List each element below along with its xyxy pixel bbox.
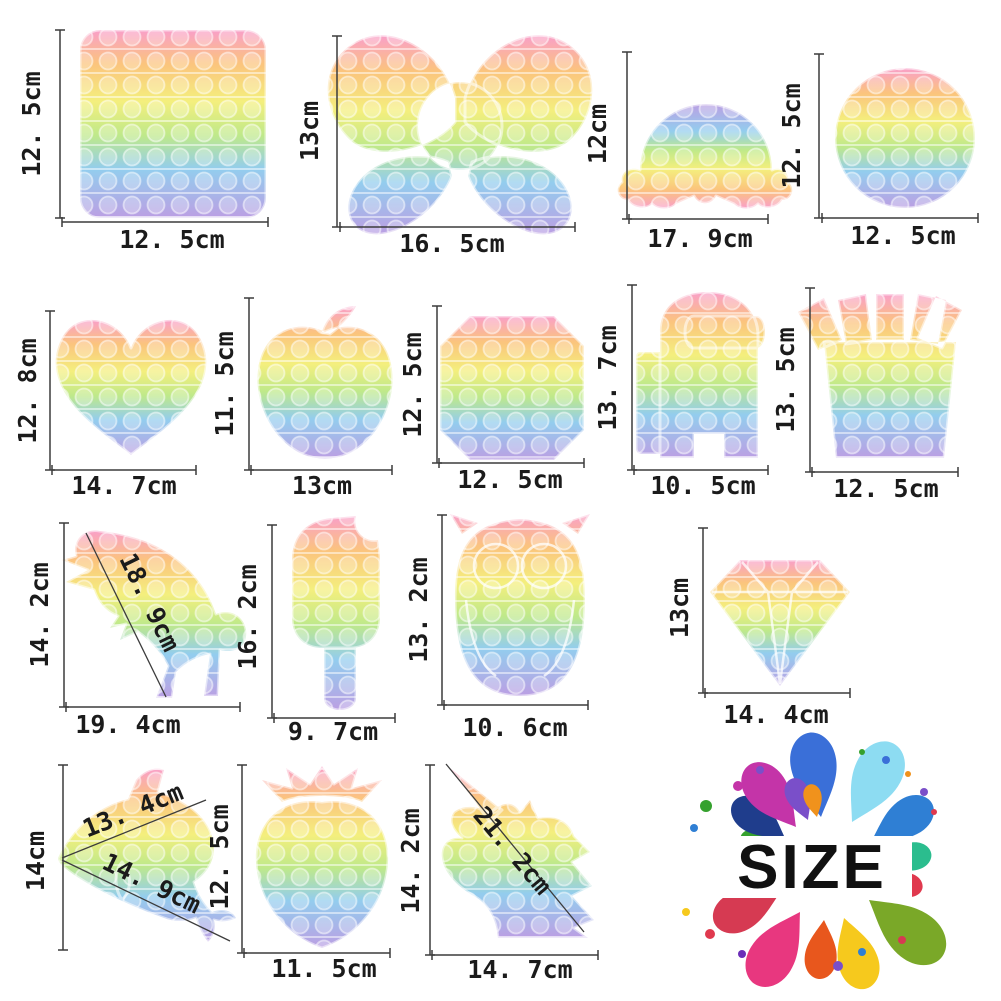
measure-dinosaur-diagonal	[85, 532, 167, 698]
label-apple-width: 13cm	[292, 471, 352, 500]
measure-crewmate-h	[633, 465, 769, 475]
label-unicorn-height: 14. 2cm	[396, 808, 425, 913]
label-heart-height: 12. 8cm	[13, 338, 42, 443]
crewmate-popit-shape-bubbles	[636, 292, 765, 458]
label-square-width: 12. 5cm	[119, 225, 224, 254]
measure-apple-h	[250, 465, 393, 475]
label-heart-width: 14. 7cm	[71, 471, 176, 500]
label-rainbow-width: 17. 9cm	[647, 224, 752, 253]
measure-square-h	[61, 217, 269, 227]
measure-diamond-h	[704, 688, 851, 698]
measure-rainbow-h	[628, 214, 769, 224]
measure-octagon-h	[438, 458, 585, 468]
measure-heart-h	[51, 465, 197, 475]
measure-owl-h	[443, 700, 589, 710]
strawberry-popit-shape-bubbles	[255, 766, 389, 948]
label-apple-height: 11. 5cm	[210, 331, 239, 436]
label-fries-height: 13. 5cm	[771, 327, 800, 432]
bow-popit-shape-bubbles	[327, 35, 593, 235]
label-octagon-width: 12. 5cm	[457, 465, 562, 494]
label-bow-width: 16. 5cm	[399, 229, 504, 258]
label-popsicle-width: 9. 7cm	[288, 717, 378, 746]
measure-popsicle-h	[273, 713, 396, 723]
measure-fries-h	[811, 467, 959, 477]
label-circle-width: 12. 5cm	[850, 221, 955, 250]
diamond-popit-shape-bubbles	[710, 560, 850, 686]
label-fries-width: 12. 5cm	[833, 474, 938, 503]
label-square-height: 12. 5cm	[17, 71, 46, 176]
measure-dolphin-diagonal-bottom	[61, 859, 231, 942]
octagon-popit-shape-bubbles	[440, 316, 584, 460]
measure-unicorn-v	[425, 764, 435, 956]
circle-popit-shape-bubbles	[835, 68, 975, 208]
measure-circle-h	[821, 213, 979, 223]
label-octagon-height: 12. 5cm	[398, 332, 427, 437]
dinosaur-popit-shape-bubbles	[62, 530, 247, 698]
measure-diamond-v	[698, 527, 708, 694]
label-crewmate-height: 13. 7cm	[593, 325, 622, 430]
measure-dinosaur-v	[59, 522, 69, 708]
label-crewmate-width: 10. 5cm	[650, 471, 755, 500]
label-diamond-width: 14. 4cm	[723, 700, 828, 729]
measure-apple-v	[244, 297, 254, 471]
toy-detail-lines	[464, 542, 848, 685]
measure-circle-v	[814, 53, 824, 219]
size-logo: SIZE	[682, 732, 947, 990]
label-dinosaur-height: 14. 2cm	[25, 562, 54, 667]
fries-popit-shape-bubbles	[798, 294, 962, 458]
label-unicorn-width: 14. 7cm	[467, 955, 572, 984]
label-diamond-height: 13cm	[665, 578, 694, 638]
logo-white-band	[712, 836, 912, 898]
measure-dinosaur-h	[65, 702, 241, 712]
label-dinosaur-width: 19. 4cm	[75, 710, 180, 739]
square-popit-shape-bubbles	[80, 30, 266, 218]
owl-popit-shape-bubbles	[450, 514, 590, 696]
apple-popit-shape-bubbles	[257, 306, 393, 459]
measure-popsicle-v	[267, 524, 277, 719]
measure-square-v	[55, 29, 65, 219]
popsicle-popit-shape-bubbles	[292, 516, 380, 710]
unicorn-popit-shape-bubbles	[441, 768, 594, 938]
label-owl-height: 13. 2cm	[404, 557, 433, 662]
measurement-lines	[45, 29, 979, 960]
label-strawberry-width: 11. 5cm	[271, 954, 376, 983]
label-strawberry-height: 12. 5cm	[205, 804, 234, 909]
label-bow-height: 13cm	[295, 101, 324, 161]
measure-strawberry-v	[237, 764, 247, 954]
measure-unicorn-diagonal	[445, 763, 585, 933]
measure-bow-h	[339, 222, 576, 232]
dolphin-popit-shape-bubbles	[58, 768, 236, 942]
label-circle-height: 12. 5cm	[777, 83, 806, 188]
label-dolphin-height: 14cm	[21, 831, 50, 891]
measure-unicorn-h	[431, 950, 599, 960]
measure-owl-v	[437, 514, 447, 706]
heart-popit-shape-bubbles	[55, 319, 207, 455]
measure-dolphin-diagonal-top	[61, 799, 207, 859]
rainbow-popit-shape-bubbles	[617, 104, 793, 209]
label-owl-width: 10. 6cm	[462, 713, 567, 742]
label-popsicle-height: 16. 2cm	[233, 564, 262, 669]
label-rainbow-height: 12cm	[583, 104, 612, 164]
measure-strawberry-h	[243, 948, 391, 958]
logo-size-text: SIZE	[737, 833, 887, 902]
measure-heart-v	[45, 310, 55, 471]
